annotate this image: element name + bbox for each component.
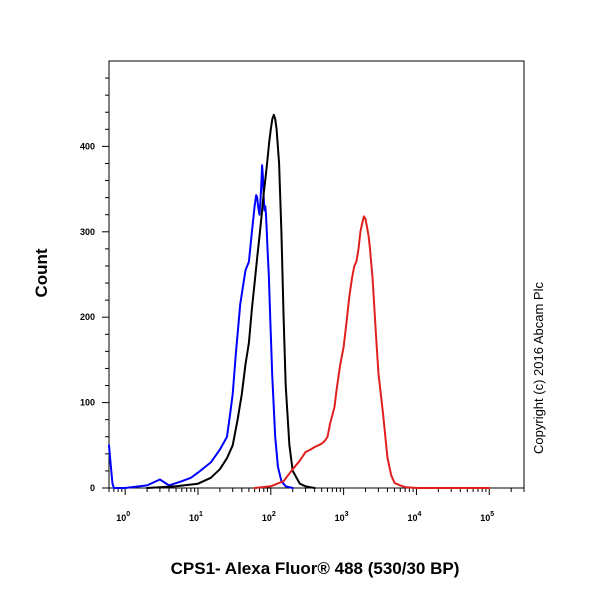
- y-tick-label: 0: [90, 483, 95, 493]
- y-tick-label: 100: [80, 398, 95, 408]
- x-tick-label: 105: [480, 511, 494, 523]
- y-axis-title: Count: [32, 248, 51, 297]
- y-tick-label: 400: [80, 141, 95, 151]
- histogram-series-1: [108, 164, 294, 489]
- plot-frame: [108, 60, 525, 489]
- x-tick-label: 101: [189, 511, 203, 523]
- histogram-series-3: [253, 215, 491, 489]
- y-axis-ticks: 0 100 200 300 400: [80, 77, 109, 493]
- histogram-series-2: [146, 113, 316, 489]
- y-tick-label: 200: [80, 312, 95, 322]
- x-tick-label: 102: [262, 511, 276, 523]
- histogram-series: [108, 113, 491, 489]
- x-tick-label: 103: [335, 511, 349, 523]
- x-axis-ticks: 100 101 102 103 104 105: [108, 488, 525, 523]
- x-tick-label: 100: [116, 511, 130, 523]
- copyright-notice: Copyright (c) 2016 Abcam Plc: [531, 282, 546, 454]
- x-tick-label: 104: [407, 511, 421, 523]
- y-tick-label: 300: [80, 227, 95, 237]
- x-axis-title: CPS1- Alexa Fluor® 488 (530/30 BP): [171, 559, 460, 578]
